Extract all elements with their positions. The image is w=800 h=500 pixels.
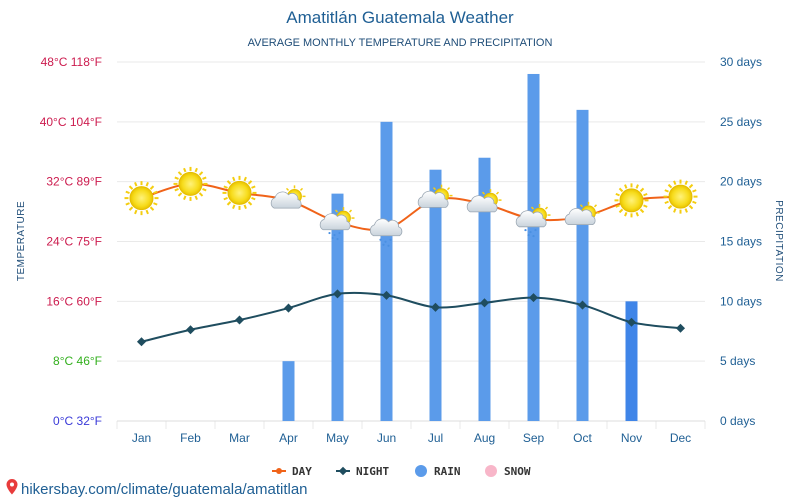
x-tick-label: Feb bbox=[180, 431, 201, 445]
y-left-tick-label: 8°C 46°F bbox=[53, 354, 102, 368]
x-tick-label: Jan bbox=[132, 431, 151, 445]
grid-lines bbox=[116, 61, 706, 429]
night-line bbox=[141, 291, 681, 343]
partly-cloudy-icon bbox=[270, 184, 307, 209]
legend-marker bbox=[276, 468, 282, 474]
y-left-tick-label: 0°C 32°F bbox=[53, 414, 102, 428]
legend-marker bbox=[485, 465, 497, 477]
night-point bbox=[234, 315, 245, 325]
legend-item-day: DAY bbox=[272, 465, 312, 478]
y-right-tick-label: 5 days bbox=[720, 354, 755, 368]
x-tick-label: Dec bbox=[670, 431, 691, 445]
x-tick-label: May bbox=[326, 431, 349, 445]
legend-marker bbox=[415, 465, 427, 477]
legend-item-rain: RAIN bbox=[415, 465, 461, 478]
legend-item-snow: SNOW bbox=[485, 465, 531, 478]
right-axis-ticks: 0 days 5 days 10 days 15 days 20 days 25 days… bbox=[720, 55, 762, 428]
sun-icon bbox=[613, 182, 650, 219]
x-tick-label: Jun bbox=[377, 431, 396, 445]
night-point bbox=[185, 325, 196, 335]
rain-bar bbox=[429, 169, 442, 421]
rain-bars bbox=[282, 73, 638, 421]
day-line bbox=[141, 182, 681, 231]
sun-icon bbox=[662, 178, 699, 215]
night-point bbox=[136, 337, 147, 347]
chart-title: Amatitlán Guatemala Weather bbox=[286, 8, 514, 27]
y-right-tick-label: 20 days bbox=[720, 175, 762, 189]
legend-item-night: NIGHT bbox=[336, 465, 389, 478]
legend: DAY NIGHT RAIN SNOW bbox=[272, 465, 531, 478]
x-tick-label: Apr bbox=[279, 431, 298, 445]
night-series bbox=[136, 289, 686, 347]
night-point bbox=[283, 303, 294, 313]
rain-bar bbox=[576, 109, 589, 421]
x-tick-label: Mar bbox=[229, 431, 250, 445]
y-right-tick-label: 0 days bbox=[720, 414, 755, 428]
x-tick-label: Nov bbox=[621, 431, 642, 445]
rain-bar bbox=[527, 73, 540, 421]
y-right-tick-label: 25 days bbox=[720, 115, 762, 129]
rain-bar bbox=[625, 301, 638, 421]
sun-icon bbox=[221, 174, 258, 211]
sun-icon bbox=[123, 180, 160, 217]
rain-bar bbox=[331, 193, 344, 421]
legend-label: DAY bbox=[292, 465, 312, 478]
rain-cloud-icon bbox=[369, 218, 403, 247]
night-point bbox=[675, 323, 686, 333]
y-left-tick-label: 40°C 104°F bbox=[40, 115, 102, 129]
rain-bar bbox=[380, 121, 393, 421]
day-series bbox=[138, 180, 684, 232]
y-axis-right-title: PRECIPITATION bbox=[773, 200, 784, 282]
map-pin-icon bbox=[6, 479, 18, 495]
left-axis-ticks: 0°C 32°F 8°C 46°F 16°C 60°F 24°C 75°F 32°C 8… bbox=[40, 55, 102, 428]
y-axis-left-title: TEMPERATURE bbox=[16, 201, 27, 281]
night-point bbox=[577, 300, 588, 310]
legend-label: NIGHT bbox=[356, 465, 389, 478]
night-point bbox=[626, 317, 637, 327]
y-right-tick-label: 15 days bbox=[720, 235, 762, 249]
y-left-tick-label: 48°C 118°F bbox=[41, 55, 102, 69]
footer-link[interactable]: hikersbay.com/climate/guatemala/amatitla… bbox=[21, 481, 308, 498]
legend-label: SNOW bbox=[504, 465, 531, 478]
footer[interactable]: hikersbay.com/climate/guatemala/amatitla… bbox=[6, 479, 308, 498]
x-axis-ticks: Jan Feb Mar Apr May Jun Jul Aug Sep Oct Nov Dec bbox=[132, 431, 691, 445]
x-tick-label: Oct bbox=[573, 431, 592, 445]
y-right-tick-label: 30 days bbox=[720, 55, 762, 69]
chart-subtitle: AVERAGE MONTHLY TEMPERATURE AND PRECIPIT… bbox=[248, 37, 553, 49]
rain-bar bbox=[478, 157, 491, 421]
sun-icon bbox=[172, 165, 209, 202]
y-left-tick-label: 24°C 75°F bbox=[46, 235, 102, 249]
y-left-tick-label: 32°C 89°F bbox=[46, 175, 102, 189]
legend-label: RAIN bbox=[434, 465, 461, 478]
x-tick-label: Aug bbox=[474, 431, 495, 445]
rain-bar bbox=[282, 361, 295, 421]
y-right-tick-label: 10 days bbox=[720, 294, 762, 308]
x-tick-label: Jul bbox=[428, 431, 443, 445]
x-tick-label: Sep bbox=[523, 431, 545, 445]
y-left-tick-label: 16°C 60°F bbox=[46, 294, 102, 308]
legend-marker bbox=[338, 466, 348, 476]
